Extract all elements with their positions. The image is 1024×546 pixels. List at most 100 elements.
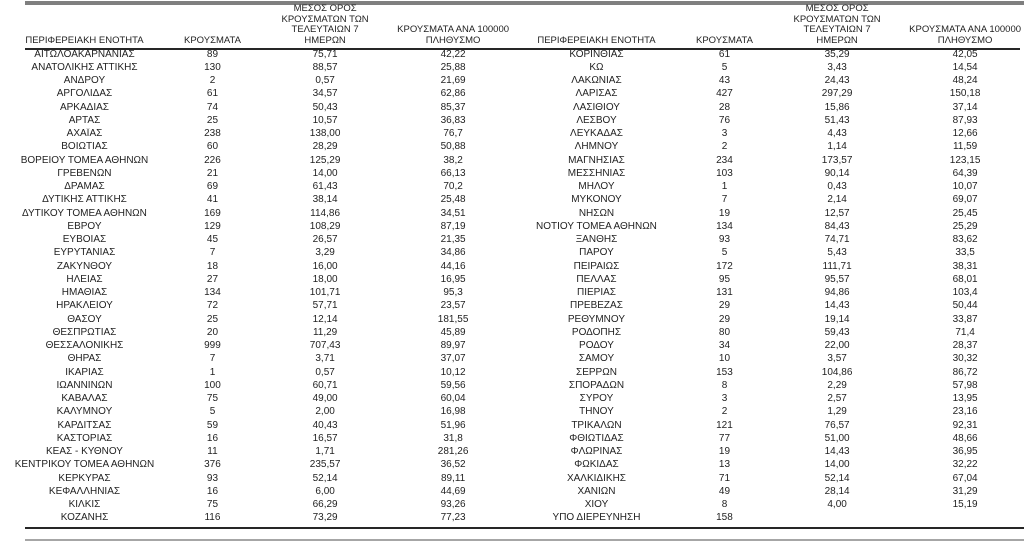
cell-cases: 376 <box>204 459 221 471</box>
cell-avg-7-days: 173,57 <box>821 154 853 166</box>
cell-cases-per-100000: 89,11 <box>440 472 466 484</box>
cell-cases: 8 <box>721 379 728 391</box>
cell-avg-7-days: 24,43 <box>824 75 850 87</box>
table-row: ΛΑΚΩΝΙΑΣ 43 24,43 48,24 <box>512 75 1024 88</box>
table-row: ΗΜΑΘΙΑΣ 134 101,71 95,3 <box>0 287 512 300</box>
table-row: ΧΙΟΥ 8 4,00 15,19 <box>512 499 1024 512</box>
cell-cases: 61 <box>718 48 731 60</box>
cell-cases-per-100000: 37,07 <box>440 353 466 365</box>
cell-regional-unit: ΠΕΛΛΑΣ <box>576 273 617 285</box>
cell-cases: 61 <box>206 88 219 100</box>
cell-cases: 8 <box>721 499 728 511</box>
cell-cases: 427 <box>716 88 733 100</box>
cell-cases-per-100000: 57,98 <box>952 379 978 391</box>
table-row: ΓΡΕΒΕΝΩΝ 21 14,00 66,13 <box>0 167 512 180</box>
cell-regional-unit: ΛΕΥΚΑΔΑΣ <box>570 128 623 140</box>
cell-regional-unit: ΠΡΕΒΕΖΑΣ <box>570 300 623 312</box>
cell-regional-unit: ΥΠΟ ΔΙΕΡΕΥΝΗΣΗ <box>552 512 641 524</box>
cell-regional-unit: ΙΚΑΡΙΑΣ <box>65 366 104 378</box>
cell-cases-per-100000: 44,16 <box>440 260 466 272</box>
cell-cases: 999 <box>204 340 221 352</box>
cell-avg-7-days: 51,43 <box>824 114 850 126</box>
cell-cases: 95 <box>718 273 731 285</box>
cell-avg-7-days: 95,57 <box>824 273 850 285</box>
cell-regional-unit: ΚΑΡΔΙΤΣΑΣ <box>57 419 112 431</box>
cell-regional-unit: ΔΡΑΜΑΣ <box>64 181 105 193</box>
cell-avg-7-days: 14,43 <box>824 300 850 312</box>
cell-avg-7-days: 38,14 <box>312 194 338 206</box>
cell-regional-unit: ΦΛΩΡΙΝΑΣ <box>570 446 623 458</box>
cell-cases: 2 <box>721 141 728 153</box>
cell-cases: 93 <box>718 234 731 246</box>
cell-avg-7-days: 19,14 <box>824 313 850 325</box>
cell-cases-per-100000: 45,89 <box>440 326 466 338</box>
cell-regional-unit: ΣΕΡΡΩΝ <box>576 366 617 378</box>
table-row: ΣΑΜΟΥ 10 3,57 30,32 <box>512 353 1024 366</box>
cell-regional-unit: ΝΟΤΙΟΥ ΤΟΜΕΑ ΑΘΗΝΩΝ <box>536 220 657 232</box>
cell-cases-per-100000: 87,93 <box>952 114 978 126</box>
cell-avg-7-days: 34,57 <box>312 88 338 100</box>
cell-regional-unit: ΒΟΙΩΤΙΑΣ <box>61 141 108 153</box>
cell-avg-7-days: 74,71 <box>824 234 850 246</box>
table-row: ΡΕΘΥΜΝΟΥ 29 19,14 33,87 <box>512 313 1024 326</box>
cell-avg-7-days: 52,14 <box>824 472 850 484</box>
table-row: ΤΡΙΚΑΛΩΝ 121 76,57 92,31 <box>512 419 1024 432</box>
cell-regional-unit: ΚΕΦΑΛΛΗΝΙΑΣ <box>48 485 121 497</box>
cell-avg-7-days: 16,00 <box>312 260 338 272</box>
cell-avg-7-days: 51,00 <box>824 432 850 444</box>
cell-cases-per-100000: 92,31 <box>952 419 978 431</box>
cell-cases-per-100000: 16,98 <box>440 406 466 418</box>
cell-cases: 129 <box>204 220 221 232</box>
cell-regional-unit: ΛΑΚΩΝΙΑΣ <box>571 75 622 87</box>
page-bottom-divider <box>25 539 1024 541</box>
cell-avg-7-days: 52,14 <box>312 472 338 484</box>
cell-cases: 226 <box>204 154 221 166</box>
table-row: ΘΕΣΠΡΩΤΙΑΣ 20 11,29 45,89 <box>0 326 512 339</box>
table-bottom-divider <box>25 527 1024 529</box>
cell-avg-7-days: 114,86 <box>310 207 341 219</box>
cell-cases: 134 <box>204 287 221 299</box>
cell-cases-per-100000: 11,59 <box>952 141 978 153</box>
cell-cases: 5 <box>721 61 728 73</box>
cell-cases-per-100000: 51,96 <box>440 419 466 431</box>
cell-cases-per-100000: 86,72 <box>952 366 978 378</box>
cell-cases: 45 <box>206 234 219 246</box>
cell-regional-unit: ΣΠΟΡΑΔΩΝ <box>568 379 625 391</box>
cell-regional-unit: ΙΩΑΝΝΙΝΩΝ <box>56 379 113 391</box>
left-table-header: ΠΕΡΙΦΕΡΕΙΑΚΗ ΕΝΟΤΗΤΑ ΚΡΟΥΣΜΑΤΑ ΜΕΣΟΣ ΟΡΟ… <box>0 3 512 48</box>
cell-cases: 60 <box>206 141 219 153</box>
table-row: ΔΡΑΜΑΣ 69 61,43 70,2 <box>0 181 512 194</box>
cell-cases: 19 <box>718 207 731 219</box>
cell-regional-unit: ΑΝΑΤΟΛΙΚΗΣ ΑΤΤΙΚΗΣ <box>31 61 138 73</box>
cell-regional-unit: ΑΧΑΪΑΣ <box>66 128 103 140</box>
table-row: ΠΕΙΡΑΙΩΣ 172 111,71 38,31 <box>512 260 1024 273</box>
cell-avg-7-days: 88,57 <box>312 61 338 73</box>
cell-avg-7-days: 12,57 <box>824 207 850 219</box>
table-row: ΠΑΡΟΥ 5 5,43 33,5 <box>512 247 1024 260</box>
cell-cases: 134 <box>716 220 733 232</box>
cell-cases-per-100000: 36,52 <box>440 459 466 471</box>
table-row: ΚΕΝΤΡΙΚΟΥ ΤΟΜΕΑ ΑΘΗΝΩΝ 376 235,57 36,52 <box>0 459 512 472</box>
cell-cases: 2 <box>209 75 216 87</box>
cell-regional-unit: ΜΗΛΟΥ <box>578 181 615 193</box>
cell-cases: 238 <box>204 128 221 140</box>
cell-regional-unit: ΠΙΕΡΙΑΣ <box>576 287 616 299</box>
table-row: ΝΗΣΩΝ 19 12,57 25,45 <box>512 207 1024 220</box>
cell-avg-7-days: 75,71 <box>312 48 338 60</box>
table-row: ΑΧΑΪΑΣ 238 138,00 76,7 <box>0 128 512 141</box>
cell-regional-unit: ΚΕΡΚΥΡΑΣ <box>58 472 111 484</box>
cell-avg-7-days: 4,43 <box>827 128 847 140</box>
cell-cases: 75 <box>206 499 219 511</box>
cell-cases: 1 <box>209 366 216 378</box>
cell-regional-unit: ΑΡΓΟΛΙΔΑΣ <box>56 88 113 100</box>
cell-avg-7-days: 2,57 <box>827 393 847 405</box>
cell-cases: 172 <box>716 260 733 272</box>
cell-cases: 7 <box>209 353 216 365</box>
cell-cases-per-100000: 71,4 <box>955 326 975 338</box>
cell-avg-7-days: 90,14 <box>824 167 850 179</box>
cell-cases-per-100000: 36,95 <box>952 446 978 458</box>
cell-avg-7-days: 35,29 <box>824 48 850 60</box>
cell-avg-7-days: 4,00 <box>827 499 847 511</box>
table-row: ΛΕΥΚΑΔΑΣ 3 4,43 12,66 <box>512 128 1024 141</box>
table-row: ΛΑΣΙΘΙΟΥ 28 15,86 37,14 <box>512 101 1024 114</box>
